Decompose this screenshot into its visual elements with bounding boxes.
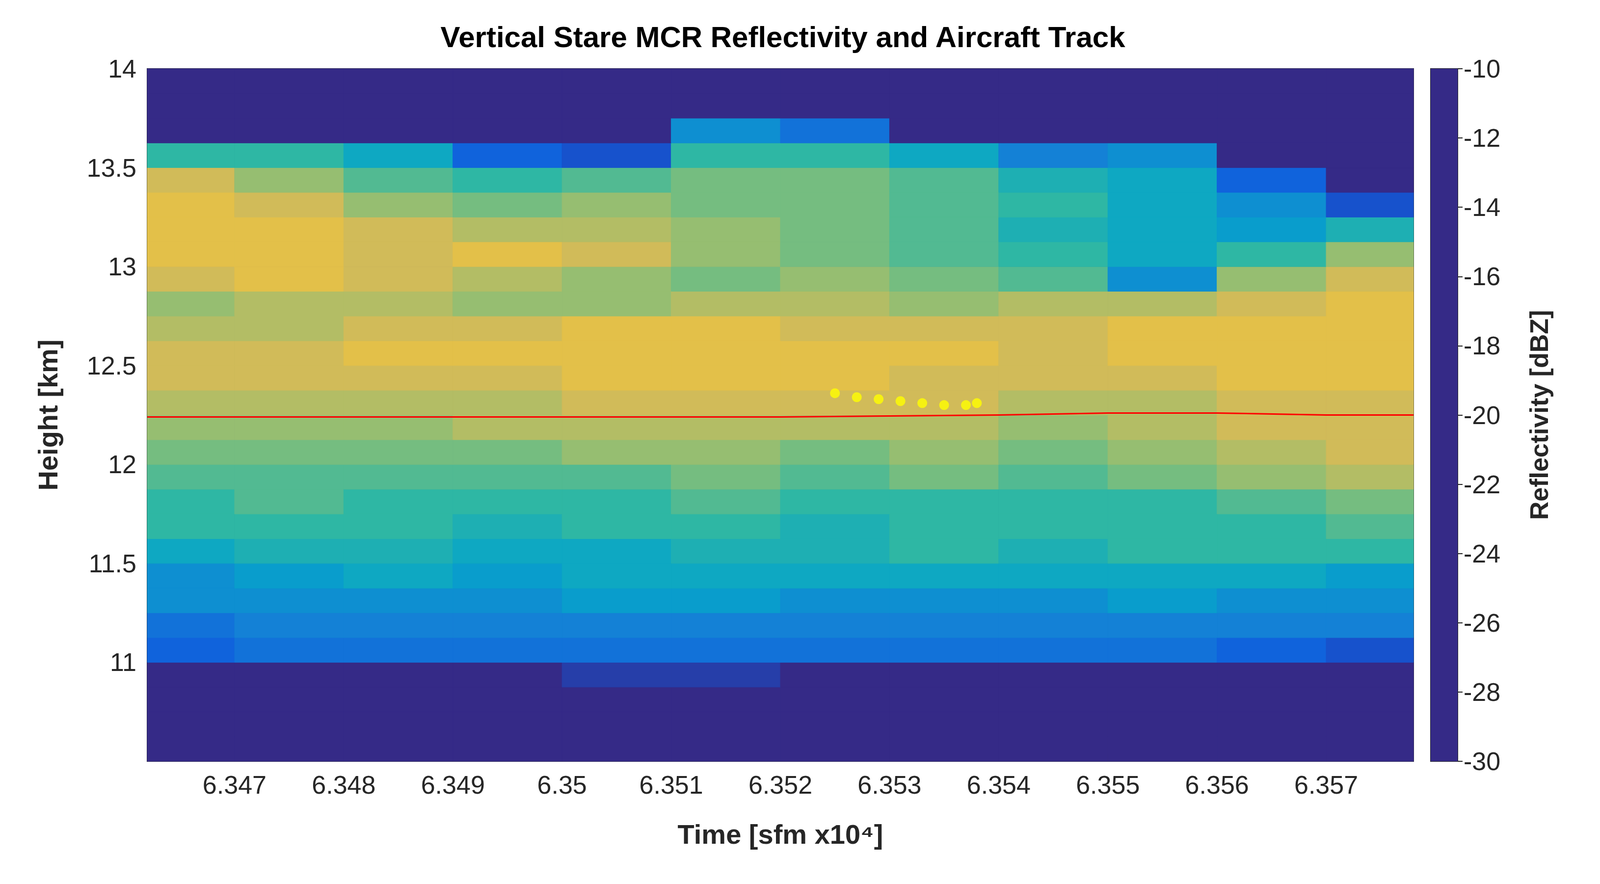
svg-text:Vertical Stare MCR Reflectivit: Vertical Stare MCR Reflectivity and Airc… xyxy=(440,20,1126,54)
svg-text:-16: -16 xyxy=(1463,262,1501,291)
svg-text:-12: -12 xyxy=(1463,123,1501,153)
svg-text:Reflectivity [dBZ]: Reflectivity [dBZ] xyxy=(1524,310,1554,521)
svg-text:-30: -30 xyxy=(1463,746,1501,776)
svg-text:-22: -22 xyxy=(1463,470,1501,499)
svg-text:-24: -24 xyxy=(1463,539,1501,568)
svg-text:14: 14 xyxy=(107,54,137,83)
svg-text:Height [km]: Height [km] xyxy=(32,339,64,491)
svg-text:13.5: 13.5 xyxy=(86,153,137,183)
svg-text:6.354: 6.354 xyxy=(966,770,1031,800)
svg-text:6.355: 6.355 xyxy=(1075,770,1140,800)
svg-text:6.357: 6.357 xyxy=(1294,770,1359,800)
svg-text:6.353: 6.353 xyxy=(857,770,922,800)
svg-text:6.351: 6.351 xyxy=(639,770,704,800)
svg-text:-18: -18 xyxy=(1463,331,1501,360)
svg-text:-26: -26 xyxy=(1463,608,1501,638)
svg-text:6.348: 6.348 xyxy=(311,770,376,800)
svg-text:13: 13 xyxy=(107,252,137,281)
svg-text:6.349: 6.349 xyxy=(421,770,485,800)
svg-text:-14: -14 xyxy=(1463,192,1501,222)
svg-text:6.352: 6.352 xyxy=(748,770,813,800)
svg-text:-20: -20 xyxy=(1463,400,1501,430)
svg-text:11: 11 xyxy=(109,647,137,677)
svg-text:12.5: 12.5 xyxy=(86,351,137,380)
svg-text:6.35: 6.35 xyxy=(537,770,587,800)
svg-text:Time [sfm x10⁴]: Time [sfm x10⁴] xyxy=(677,818,884,850)
svg-text:6.347: 6.347 xyxy=(202,770,267,800)
svg-text:11.5: 11.5 xyxy=(88,549,137,578)
svg-text:-28: -28 xyxy=(1463,677,1501,707)
svg-text:-10: -10 xyxy=(1463,54,1501,83)
svg-text:6.356: 6.356 xyxy=(1185,770,1250,800)
svg-text:12: 12 xyxy=(107,450,137,479)
